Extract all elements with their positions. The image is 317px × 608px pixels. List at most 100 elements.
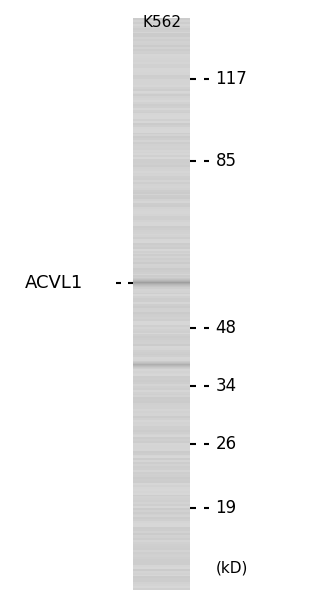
Bar [133, 544, 190, 546]
Bar [133, 30, 190, 32]
Bar [133, 338, 190, 340]
Bar [133, 47, 190, 49]
Bar [133, 580, 190, 582]
Bar [133, 575, 190, 576]
Bar [133, 134, 190, 136]
Bar [133, 329, 190, 331]
Bar [133, 150, 190, 151]
Bar [133, 144, 190, 146]
Bar [133, 434, 190, 435]
Bar [133, 72, 190, 74]
Bar [133, 458, 190, 460]
Bar [133, 386, 190, 388]
Bar [133, 226, 190, 228]
Bar [133, 165, 190, 167]
Bar [133, 481, 190, 483]
Bar [133, 289, 190, 291]
Bar [133, 94, 190, 96]
Bar [133, 457, 190, 458]
Bar [133, 398, 190, 399]
Bar [133, 418, 190, 420]
Bar [133, 358, 190, 359]
Bar [133, 477, 190, 479]
Bar [133, 340, 190, 342]
Bar [133, 228, 190, 230]
Bar [133, 136, 190, 138]
Bar [133, 447, 190, 449]
Bar [133, 258, 190, 260]
Bar [133, 159, 190, 161]
Bar [133, 533, 190, 534]
Bar [133, 376, 190, 378]
Bar [133, 523, 190, 525]
Bar [133, 85, 190, 87]
Bar [133, 380, 190, 382]
Bar [133, 306, 190, 308]
Text: 85: 85 [216, 152, 236, 170]
Bar [133, 393, 190, 395]
Bar [133, 151, 190, 153]
Bar [133, 163, 190, 165]
Bar [133, 252, 190, 255]
Bar [133, 77, 190, 79]
Bar [133, 449, 190, 451]
Bar [133, 66, 190, 67]
Bar [133, 516, 190, 517]
Text: ACVL1: ACVL1 [25, 274, 83, 292]
Bar [133, 365, 190, 367]
Bar [133, 100, 190, 102]
Bar [133, 22, 190, 24]
Bar [133, 33, 190, 35]
Bar [133, 114, 190, 116]
Bar [133, 193, 190, 195]
Bar [133, 104, 190, 106]
Bar [133, 316, 190, 317]
Bar [133, 198, 190, 199]
Bar [133, 553, 190, 556]
Bar [133, 499, 190, 500]
Bar [133, 351, 190, 353]
Bar [133, 542, 190, 544]
Bar [133, 382, 190, 384]
Bar [133, 342, 190, 344]
Bar [133, 39, 190, 41]
Bar [133, 521, 190, 523]
Bar [133, 399, 190, 401]
Bar [133, 195, 190, 198]
Bar [133, 49, 190, 50]
Bar [133, 45, 190, 47]
Bar [133, 466, 190, 468]
Bar [133, 367, 190, 369]
Bar [133, 356, 190, 358]
Bar [133, 87, 190, 89]
Bar [133, 472, 190, 474]
Bar [133, 302, 190, 304]
Bar [133, 492, 190, 494]
Bar [133, 514, 190, 516]
Bar [133, 60, 190, 62]
Bar [133, 262, 190, 264]
Bar [133, 451, 190, 452]
Bar [133, 268, 190, 270]
Bar [133, 487, 190, 489]
Bar [133, 582, 190, 584]
Bar [133, 426, 190, 428]
Bar [133, 112, 190, 114]
Bar [133, 500, 190, 502]
Bar [133, 445, 190, 447]
Text: 117: 117 [216, 70, 247, 88]
Bar [133, 55, 190, 57]
Bar [133, 344, 190, 346]
Bar [133, 299, 190, 300]
Bar [133, 243, 190, 245]
Bar [133, 20, 190, 22]
Bar [133, 279, 190, 281]
Bar [133, 359, 190, 361]
Bar [133, 205, 190, 207]
Bar [133, 43, 190, 45]
Text: 48: 48 [216, 319, 236, 337]
Bar [133, 409, 190, 410]
Bar [133, 346, 190, 348]
Bar [133, 216, 190, 218]
Bar [133, 222, 190, 224]
